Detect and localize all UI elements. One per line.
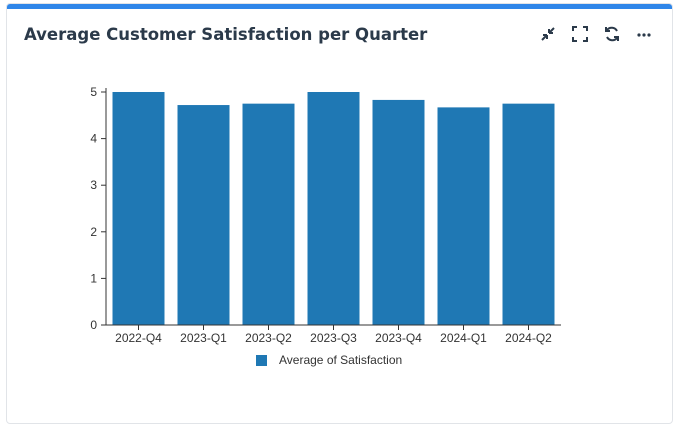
card-accent-bar <box>7 4 672 9</box>
bar-2024-Q2[interactable] <box>502 103 555 326</box>
chart-toolbar <box>538 24 654 44</box>
bar-2023-Q3[interactable] <box>307 92 360 325</box>
chart-legend: Average of Satisfaction <box>256 353 402 367</box>
x-tick-label: 2024-Q2 <box>505 331 552 345</box>
more-icon <box>637 33 651 37</box>
legend-swatch[interactable] <box>256 354 267 366</box>
legend-label[interactable]: Average of Satisfaction <box>279 353 403 367</box>
fullscreen-button[interactable] <box>570 24 590 44</box>
x-tick-label: 2022-Q4 <box>115 331 162 345</box>
refresh-icon <box>605 26 619 42</box>
y-tick-label: 3 <box>90 178 97 192</box>
fullscreen-icon <box>572 26 588 42</box>
x-tick-label: 2024-Q1 <box>440 331 487 345</box>
y-tick-label: 0 <box>90 318 97 332</box>
more-options-button[interactable] <box>634 24 654 44</box>
y-tick-label: 1 <box>90 271 97 285</box>
x-tick-label: 2023-Q3 <box>310 331 357 345</box>
bar-2024-Q1[interactable] <box>437 107 490 326</box>
collapse-icon <box>541 27 555 41</box>
chart-title: Average Customer Satisfaction per Quarte… <box>24 25 428 44</box>
bar-2023-Q2[interactable] <box>242 103 295 326</box>
x-tick-label: 2023-Q4 <box>375 331 422 345</box>
x-tick-label: 2023-Q2 <box>245 331 292 345</box>
x-tick-label: 2023-Q1 <box>180 331 227 345</box>
y-tick-label: 4 <box>90 132 97 146</box>
bar-2022-Q4[interactable] <box>112 92 165 325</box>
bar-2023-Q4[interactable] <box>372 99 425 325</box>
y-tick-label: 5 <box>90 85 97 99</box>
y-tick-label: 2 <box>90 225 97 239</box>
bar-2023-Q1[interactable] <box>177 105 230 325</box>
collapse-button[interactable] <box>538 24 558 44</box>
refresh-button[interactable] <box>602 24 622 44</box>
